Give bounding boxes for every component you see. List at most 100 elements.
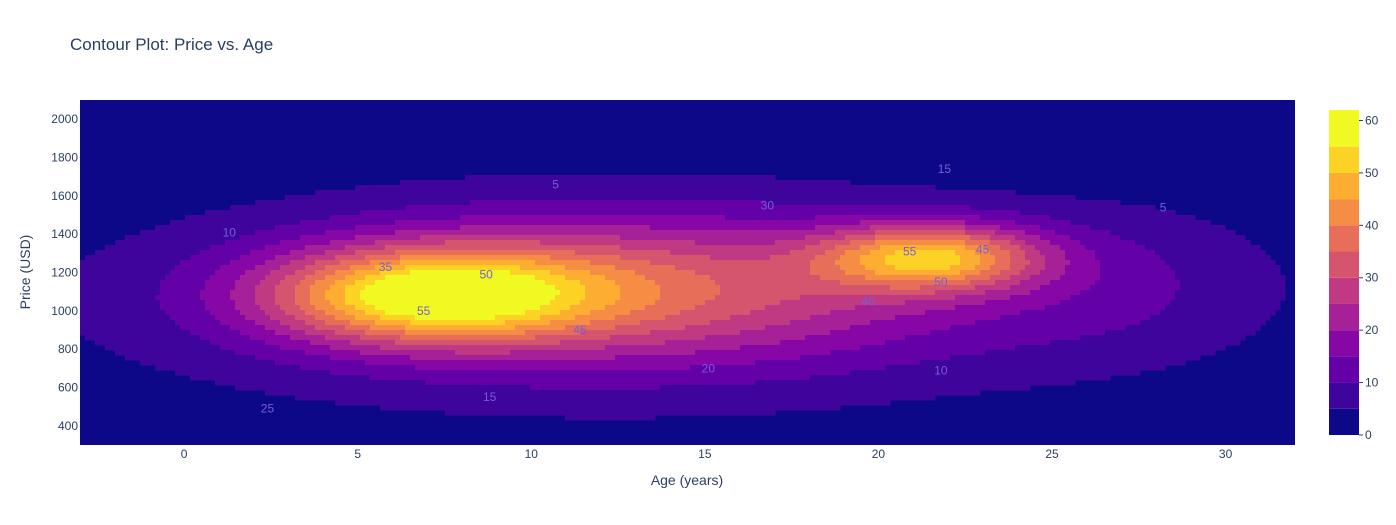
contour-cell (305, 295, 311, 301)
contour-cell (475, 255, 481, 261)
contour-cell (1085, 200, 1091, 206)
contour-cell (420, 185, 426, 191)
contour-cell (285, 250, 291, 256)
contour-cell (380, 185, 386, 191)
contour-cell (370, 245, 376, 251)
contour-cell (330, 290, 336, 296)
contour-cell (675, 285, 681, 291)
contour-cell (275, 270, 281, 276)
contour-cell (1240, 240, 1246, 246)
contour-cell (130, 290, 136, 296)
contour-cell (1140, 255, 1146, 261)
contour-cell (1130, 215, 1136, 221)
contour-cell (445, 255, 451, 261)
contour-cell (535, 280, 541, 286)
contour-cell (460, 265, 466, 271)
contour-cell (565, 215, 571, 221)
contour-cell (160, 245, 166, 251)
contour-cell (655, 285, 661, 291)
contour-cell (590, 270, 596, 276)
contour-cell (635, 280, 641, 286)
contour-cell (1250, 245, 1256, 251)
contour-cell (910, 200, 916, 206)
contour-cell (800, 235, 806, 241)
contour-cell (135, 235, 141, 241)
contour-cell (155, 265, 161, 271)
contour-cell (415, 275, 421, 281)
contour-cell (275, 260, 281, 266)
contour-cell (470, 295, 476, 301)
contour-cell (615, 280, 621, 286)
contour-cell (1215, 235, 1221, 241)
contour-cell (485, 240, 491, 246)
contour-cell (505, 175, 511, 181)
contour-cell (450, 240, 456, 246)
contour-cell (750, 275, 756, 281)
contour-cell (955, 245, 961, 251)
contour-cell (600, 255, 606, 261)
contour-cell (680, 180, 686, 186)
contour-cell (545, 265, 551, 271)
contour-cell (975, 250, 981, 256)
contour-cell (885, 195, 891, 201)
contour-cell (600, 195, 606, 201)
contour-cell (675, 275, 681, 281)
contour-cell (1070, 240, 1076, 246)
contour-cell (325, 270, 331, 276)
contour-cell (985, 280, 991, 286)
contour-cell (315, 270, 321, 276)
contour-cell (700, 295, 706, 301)
contour-cell (1270, 280, 1276, 286)
contour-cell (185, 240, 191, 246)
contour-cell (830, 240, 836, 246)
contour-cell (600, 260, 606, 266)
contour-cell (410, 290, 416, 296)
contour-cell (90, 290, 96, 296)
contour-cell (560, 185, 566, 191)
contour-cell (995, 250, 1001, 256)
contour-cell (585, 230, 591, 236)
contour-cell (90, 275, 96, 281)
contour-cell (960, 255, 966, 261)
contour-cell (125, 280, 131, 286)
contour-cell (180, 250, 186, 256)
contour-cell (1160, 285, 1166, 291)
contour-cell (315, 240, 321, 246)
contour-cell (1060, 245, 1066, 251)
contour-cell (1205, 245, 1211, 251)
contour-cell (650, 285, 656, 291)
contour-cell (560, 220, 566, 226)
contour-cell (435, 200, 441, 206)
contour-cell (825, 235, 831, 241)
contour-cell (490, 290, 496, 296)
contour-cell (920, 230, 926, 236)
contour-cell (920, 290, 926, 296)
contour-cell (530, 265, 536, 271)
contour-cell (1000, 195, 1006, 201)
contour-cell (470, 250, 476, 256)
contour-cell (555, 190, 561, 196)
contour-cell (895, 205, 901, 211)
contour-cell (240, 280, 246, 286)
contour-cell (1260, 275, 1266, 281)
contour-cell (565, 175, 571, 181)
contour-cell (185, 295, 191, 301)
contour-cell (395, 255, 401, 261)
contour-cell (1110, 250, 1116, 256)
contour-cell (150, 290, 156, 296)
contour-cell (1015, 270, 1021, 276)
contour-cell (1030, 225, 1036, 231)
contour-cell (755, 235, 761, 241)
contour-cell (1155, 275, 1161, 281)
contour-cell (305, 210, 311, 216)
contour-cell (310, 255, 316, 261)
contour-cell (735, 270, 741, 276)
contour-cell (1130, 285, 1136, 291)
contour-cell (505, 255, 511, 261)
contour-cell (645, 225, 651, 231)
contour-cell (140, 235, 146, 241)
contour-cell (230, 220, 236, 226)
contour-cell (405, 245, 411, 251)
contour-cell (605, 215, 611, 221)
contour-cell (575, 195, 581, 201)
